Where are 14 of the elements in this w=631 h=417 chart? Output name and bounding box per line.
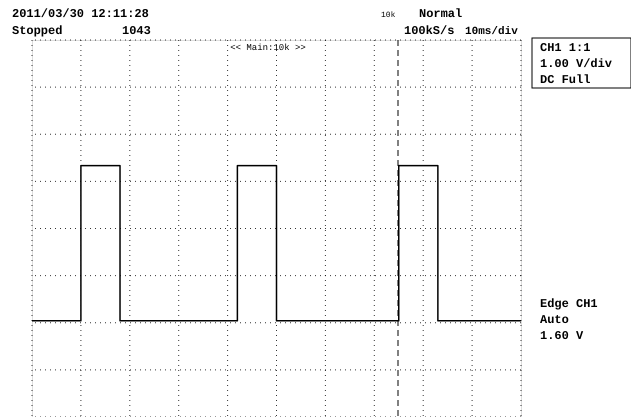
text: Stopped [12,24,62,38]
text: 1043 [122,24,151,38]
text: 2011/03/30 12:11:28 [12,7,149,21]
text: 1.00 V/div [540,57,612,71]
text: Auto [540,313,569,327]
text: Edge CH1 [540,297,598,311]
text: << Main:10k >> [230,43,306,53]
text: 1.60 V [540,329,584,343]
text: Normal [419,7,462,21]
text: 100kS/s [404,24,454,38]
text: 10ms/div [465,26,518,38]
text: DC Full [540,73,590,87]
text: CH1 1:1 [540,41,590,55]
text: 10k [381,11,396,20]
